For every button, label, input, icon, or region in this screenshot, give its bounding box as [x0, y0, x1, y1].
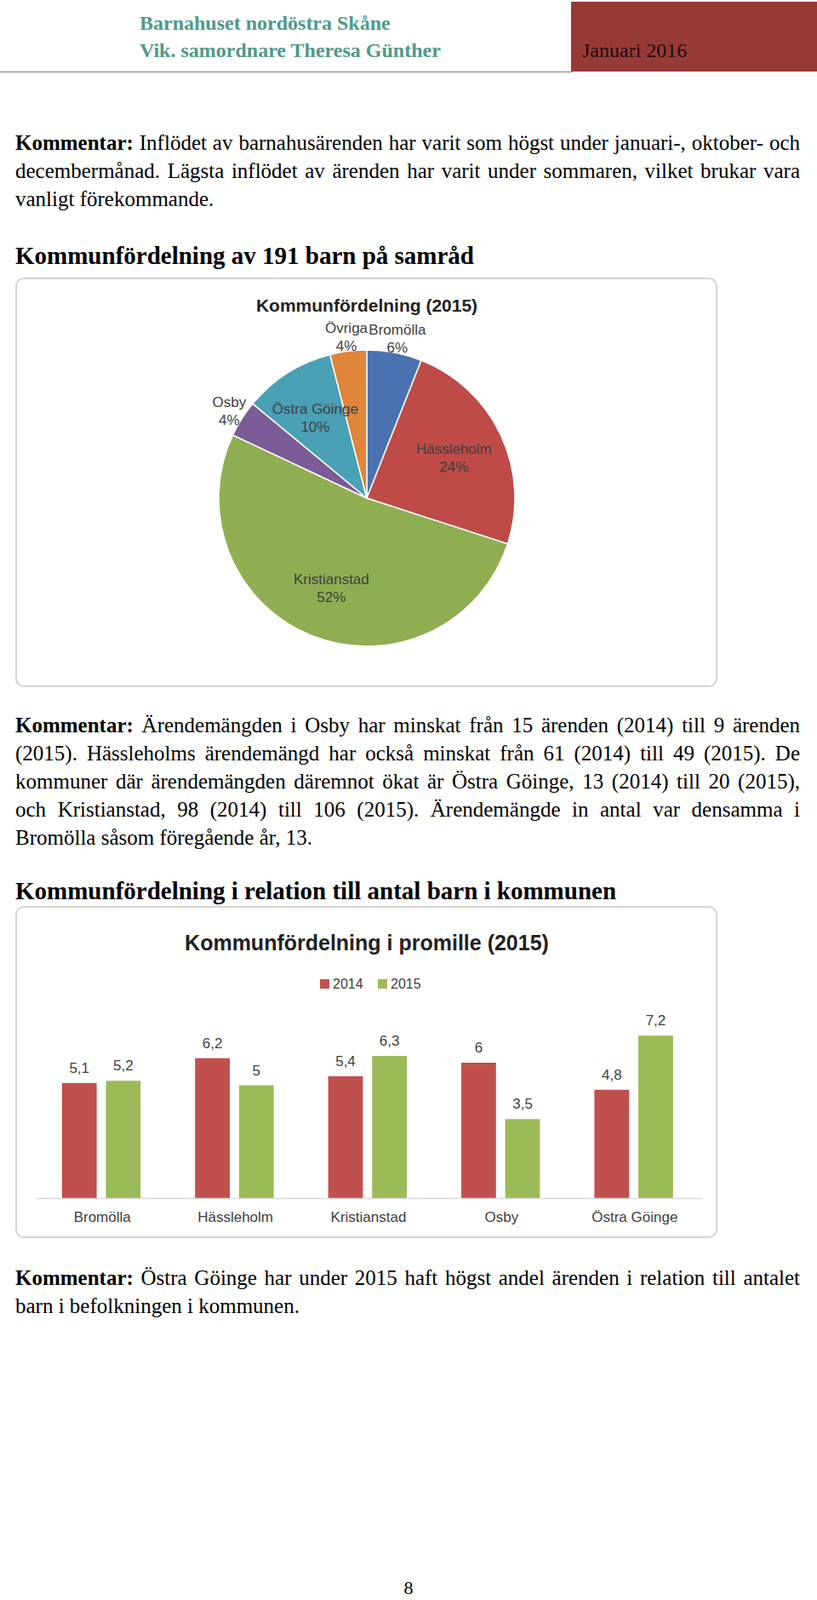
legend-swatch — [319, 978, 330, 989]
comment-label: Kommentar: — [15, 713, 134, 737]
data-label: 5 — [252, 1062, 261, 1079]
comment: Kommentar: Östra Göinge har under 2015 h… — [15, 1262, 800, 1320]
space — [133, 713, 143, 737]
bar — [62, 1082, 98, 1198]
pie-label-value: 4% — [218, 411, 240, 429]
x-tick: Hässleholm — [197, 1197, 274, 1225]
x-tick: Kristianstad — [331, 1197, 407, 1225]
pie-label: Hässleholm24% — [416, 440, 492, 475]
data-label: 6 — [474, 1039, 483, 1056]
chart-title: Kommunfördelning i promille (2015) — [184, 930, 549, 955]
pie-label: Övriga4% — [325, 319, 369, 355]
bar — [638, 1034, 674, 1198]
bar — [105, 1079, 141, 1198]
x-tick-label: Kristianstad — [331, 1208, 407, 1225]
chart-title: Kommunfördelning (2015) — [256, 295, 478, 315]
pie-label-name: Kristianstad — [293, 571, 370, 588]
data-label: 6,3 — [379, 1032, 400, 1049]
x-tick: Östra Göinge — [591, 1197, 678, 1225]
pie-chart: Kommunfördelning (2015) Bromölla6% Hässleh… — [17, 279, 716, 686]
data-label: 4,8 — [601, 1066, 623, 1083]
pie-label: Osby4% — [212, 394, 247, 429]
bar-chart-box: Kommunfördelning i promille (2015)201420… — [15, 905, 718, 1238]
bar — [594, 1089, 629, 1198]
pie-label-name: Övriga — [325, 319, 369, 337]
x-tick-label: Bromölla — [74, 1208, 132, 1225]
space — [133, 1265, 142, 1289]
pie-label-value: 4% — [336, 337, 358, 355]
legend-swatch — [377, 978, 388, 989]
pie-label: Östra Göinge10% — [272, 400, 359, 435]
header-date: Januari 2016 — [582, 39, 687, 63]
x-axis-line — [36, 1197, 703, 1200]
pie-label-name: Osby — [212, 394, 247, 411]
legend-item: 2015 — [377, 976, 422, 991]
x-tick-label: Osby — [485, 1208, 520, 1225]
pie-label: Kristianstad52% — [293, 571, 370, 606]
x-axis: Bromölla Hässleholm Kristianstad Osby Östra … — [36, 1197, 703, 1225]
legend-label: 2014 — [332, 976, 364, 991]
section-heading: Kommunfördelning i relation till antal b… — [15, 874, 800, 906]
comment: Kommentar: Inflödet av barnahusärenden h… — [15, 128, 800, 213]
pie-label-name: Östra Göinge — [272, 400, 359, 418]
pie-label-value: 10% — [300, 418, 330, 435]
data-label: 3,5 — [512, 1095, 533, 1112]
data-label: 5,2 — [113, 1056, 134, 1074]
pie-slice — [330, 349, 367, 498]
bars — [62, 1034, 674, 1198]
header-organization: Barnahuset nordöstra Skåne — [139, 11, 391, 35]
pie-label-value: 52% — [316, 588, 346, 606]
bar — [371, 1055, 407, 1198]
comment: Kommentar: Ärendemängden i Osby har mins… — [15, 710, 800, 852]
x-tick: Osby — [485, 1197, 520, 1225]
pie-label-value: 24% — [439, 458, 469, 475]
header-author: Vik. samordnare Theresa Günther — [139, 39, 441, 63]
comment-label: Kommentar: — [15, 1265, 134, 1289]
x-tick: Bromölla — [74, 1197, 132, 1225]
x-tick-label: Hässleholm — [197, 1208, 274, 1225]
data-labels: 5,1 6,2 5,4 6 4,8 5,2 5 6,3 3,5 7,2 — [68, 1011, 666, 1112]
data-label: 6,2 — [202, 1034, 223, 1052]
pie-label-name: Bromölla — [368, 321, 427, 338]
pie-label-value: 6% — [387, 339, 409, 356]
space — [133, 131, 140, 155]
pie-label-name: Hässleholm — [416, 440, 492, 458]
page-number: 8 — [0, 1576, 817, 1599]
pie-labels: Bromölla6% Hässleholm24% Kristianstad52% Os… — [212, 319, 492, 606]
section-heading: Kommunfördelning av 191 barn på samråd — [15, 239, 800, 271]
bar — [239, 1085, 275, 1199]
data-label: 5,1 — [68, 1059, 90, 1076]
pie — [218, 349, 515, 646]
pie-chart-box: Kommunfördelning (2015) Bromölla6% Hässleh… — [15, 277, 718, 687]
x-tick-label: Östra Göinge — [591, 1208, 678, 1225]
bar — [505, 1118, 541, 1198]
header-rule — [0, 71, 572, 73]
bar-chart: Kommunfördelning i promille (2015)201420… — [17, 907, 716, 1236]
bar — [328, 1075, 364, 1198]
bar — [461, 1062, 497, 1198]
comment-label: Kommentar: — [15, 131, 134, 155]
legend-label: 2015 — [390, 976, 422, 991]
legend-item: 2014 — [319, 976, 364, 991]
data-label: 7,2 — [645, 1011, 667, 1029]
bar — [194, 1057, 230, 1198]
legend: 2014 2015 — [319, 976, 422, 991]
data-label: 5,4 — [335, 1052, 356, 1069]
pie-label: Bromölla6% — [368, 321, 427, 356]
